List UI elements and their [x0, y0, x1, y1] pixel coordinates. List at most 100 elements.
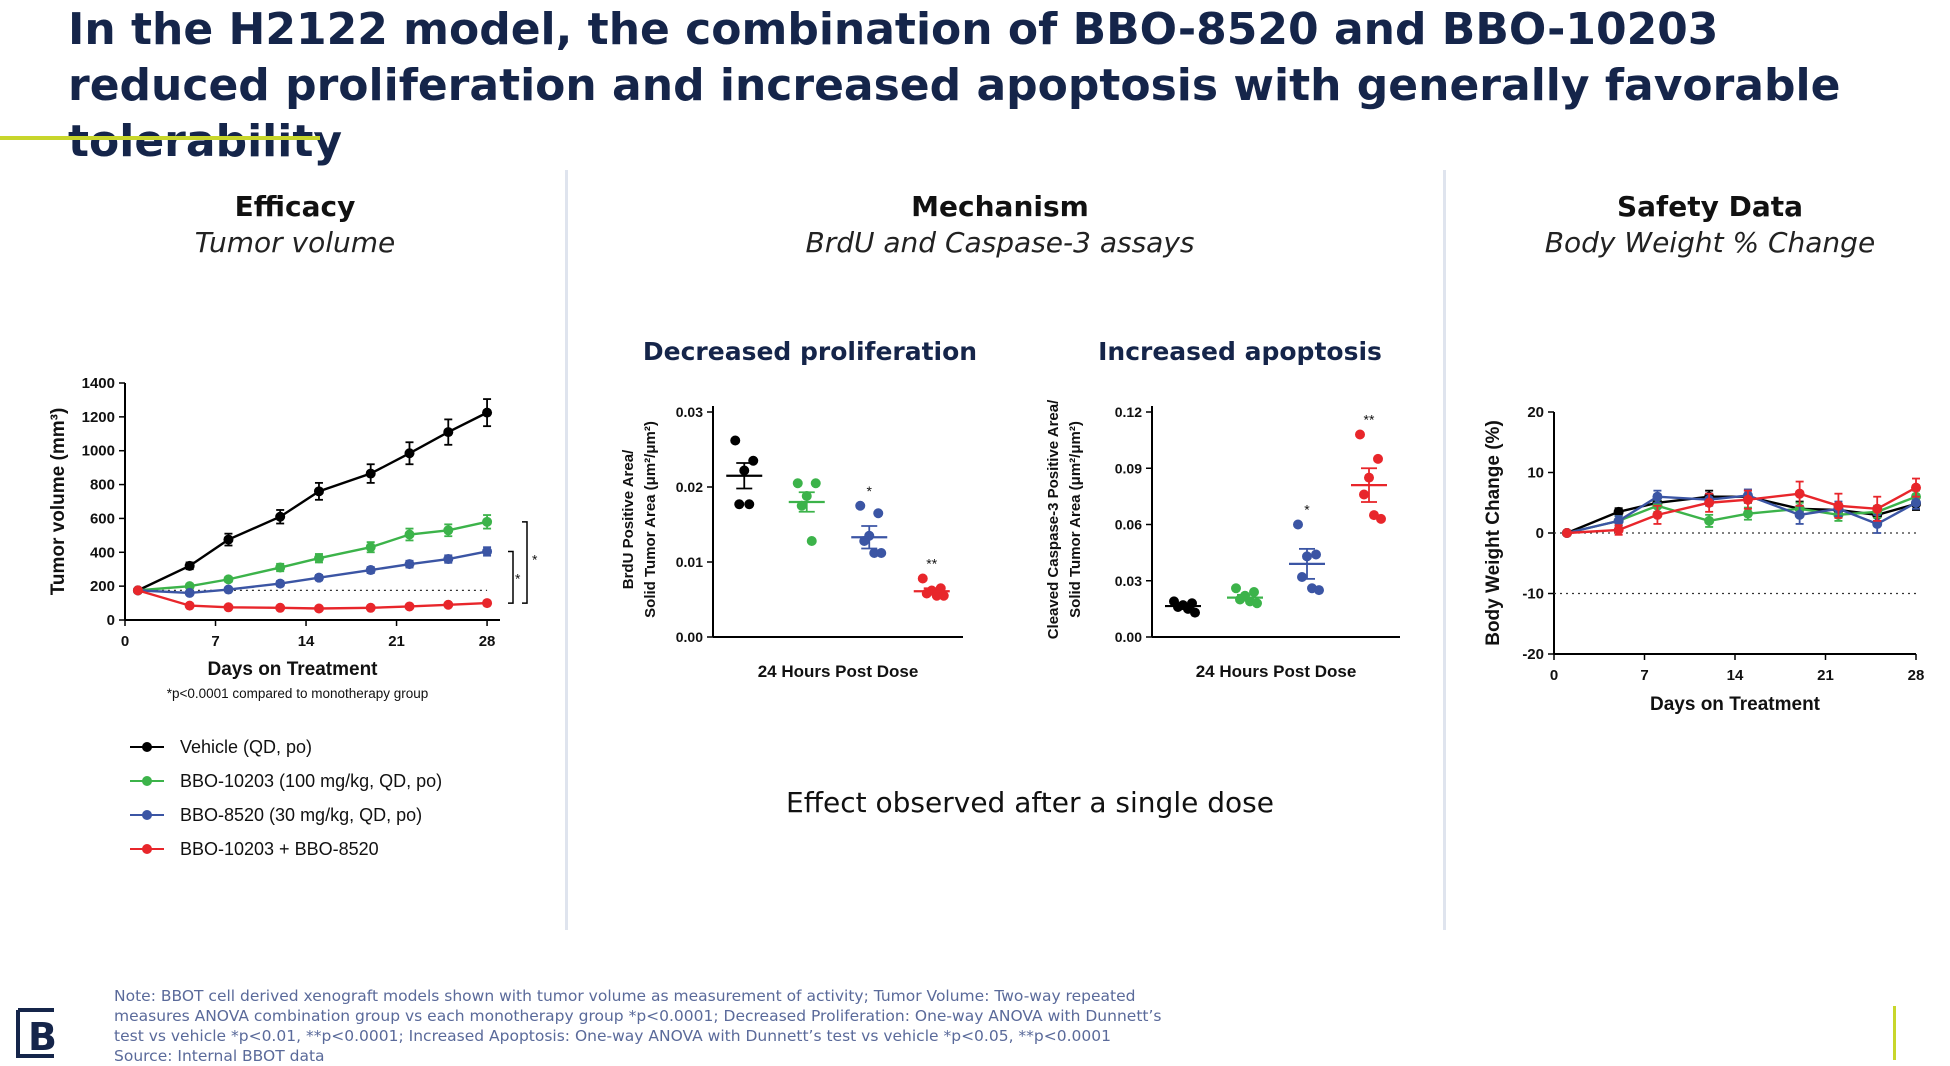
significance-marker: **	[926, 556, 937, 572]
mechanism-heading: Mechanism	[911, 190, 1089, 223]
data-point	[1561, 528, 1572, 538]
data-point	[1613, 524, 1624, 535]
legend-label: BBO-10203 + BBO-8520	[180, 838, 379, 859]
data-point	[184, 600, 195, 611]
data-point	[876, 548, 887, 558]
y-tick-label: 800	[90, 477, 115, 494]
legend-label: BBO-10203 (100 mg/kg, QD, po)	[180, 770, 443, 791]
tumor-volume-chart: 0 200 400 600 800 1000 1200 1400 0 7 14 21 28 * * Days …	[48, 375, 538, 701]
brdu-chart: 0.000.010.020.03***24 Hours Post DoseBrd…	[620, 404, 963, 681]
y-tick-label: -10	[1522, 586, 1544, 603]
x-tick-label: 0	[1550, 667, 1558, 684]
data-point	[275, 511, 286, 522]
y-axis-label: Cleaved Caspase-3 Positive Area/	[1045, 399, 1062, 639]
legend-item-bbo10203: BBO-10203 (100 mg/kg, QD, po)	[130, 764, 442, 798]
data-point	[184, 587, 195, 598]
footnote-line: test vs vehicle *p<0.01, **p<0.0001; Inc…	[114, 1027, 1111, 1045]
data-point	[730, 435, 741, 446]
data-point	[1314, 585, 1324, 596]
data-point	[482, 546, 493, 557]
x-axis-label: Days on Treatment	[208, 659, 379, 680]
y-tick-label: 0.03	[676, 404, 703, 420]
y-tick-label: 1200	[82, 409, 115, 426]
data-point	[365, 468, 376, 479]
data-point	[443, 554, 454, 565]
data-point	[313, 572, 324, 583]
data-point	[931, 590, 942, 601]
data-point	[443, 525, 454, 536]
data-point	[1252, 598, 1262, 609]
data-point	[734, 499, 745, 510]
data-point	[938, 590, 949, 601]
y-tick-label: 0	[107, 612, 115, 629]
data-point	[404, 529, 415, 540]
data-point	[443, 427, 454, 438]
y-tick-label: 10	[1527, 465, 1544, 482]
y-axis-label: Tumor volume (mm³)	[48, 408, 69, 596]
data-point	[1293, 519, 1303, 530]
footnote-line: Source: Internal BBOT data	[114, 1047, 325, 1065]
footer-accent-rule	[1893, 1006, 1896, 1060]
legend-swatch	[130, 842, 164, 856]
y-tick-label: 0.06	[1115, 517, 1142, 533]
y-axis-label: Body Weight Change (%)	[1483, 420, 1504, 646]
y-tick-label: 1400	[82, 375, 115, 392]
x-tick-label: 21	[1817, 667, 1834, 684]
data-point	[404, 559, 415, 570]
data-point	[223, 602, 234, 613]
data-point	[1833, 500, 1844, 511]
body-weight-chart: 20 10 0 -10 -20 0 7 14 21 28 Days on Treatment Body…	[1483, 404, 1924, 715]
data-point	[1652, 491, 1663, 502]
significance-marker: *	[1304, 502, 1310, 518]
section-divider	[1443, 170, 1446, 930]
caspase-chart: 0.000.030.060.090.12***24 Hours Post Dos…	[1045, 399, 1400, 681]
significance-bracket	[508, 550, 514, 604]
legend-label: BBO-8520 (30 mg/kg, QD, po)	[180, 804, 423, 825]
logo-letter: B	[28, 1015, 57, 1059]
y-tick-label: 20	[1527, 404, 1544, 421]
legend-item-vehicle: Vehicle (QD, po)	[130, 730, 442, 764]
data-point	[1911, 482, 1921, 493]
y-tick-label: 200	[90, 578, 115, 595]
data-point	[1231, 583, 1241, 594]
efficacy-heading: Efficacy	[234, 190, 356, 223]
significance-bracket	[522, 521, 528, 604]
data-point	[1872, 503, 1883, 514]
data-point	[365, 542, 376, 553]
data-point	[365, 602, 376, 613]
data-point	[482, 598, 493, 609]
section-divider	[565, 170, 568, 930]
data-point	[443, 599, 454, 610]
data-point	[855, 500, 866, 511]
x-tick-label: 7	[211, 633, 219, 650]
proliferation-title: Decreased proliferation	[642, 337, 978, 366]
y-axis-label: Solid Tumor Area (μm²/μm²)	[1067, 421, 1084, 618]
legend-item-bbo8520: BBO-8520 (30 mg/kg, QD, po)	[130, 798, 442, 832]
data-point	[275, 602, 286, 613]
data-point	[275, 562, 286, 573]
data-point	[1355, 429, 1365, 440]
data-point	[482, 407, 493, 418]
legend-swatch	[130, 774, 164, 788]
chart-annotation: *p<0.0001 compared to monotherapy group	[167, 686, 429, 701]
data-point	[1652, 509, 1663, 520]
y-tick-label: 0.00	[1115, 629, 1142, 645]
significance-marker: *	[515, 570, 521, 586]
footnote-line: measures ANOVA combination group vs each…	[114, 1007, 1162, 1025]
footnote: Note: BBOT cell derived xenograft models…	[114, 986, 1294, 1066]
y-tick-label: 1000	[82, 443, 115, 460]
legend-item-combination: BBO-10203 + BBO-8520	[130, 832, 442, 866]
data-point	[748, 455, 759, 466]
y-tick-label: 0.09	[1115, 460, 1142, 476]
data-point	[313, 603, 324, 614]
legend-swatch	[130, 808, 164, 822]
data-point	[1742, 494, 1753, 505]
data-point	[1297, 572, 1307, 582]
significance-marker: *	[867, 483, 873, 499]
data-point	[1704, 515, 1715, 526]
data-point	[806, 536, 817, 546]
footnote-line: Note: BBOT cell derived xenograft models…	[114, 987, 1136, 1005]
y-tick-label: 600	[90, 510, 115, 527]
data-point	[792, 478, 803, 489]
data-point	[1235, 594, 1245, 605]
